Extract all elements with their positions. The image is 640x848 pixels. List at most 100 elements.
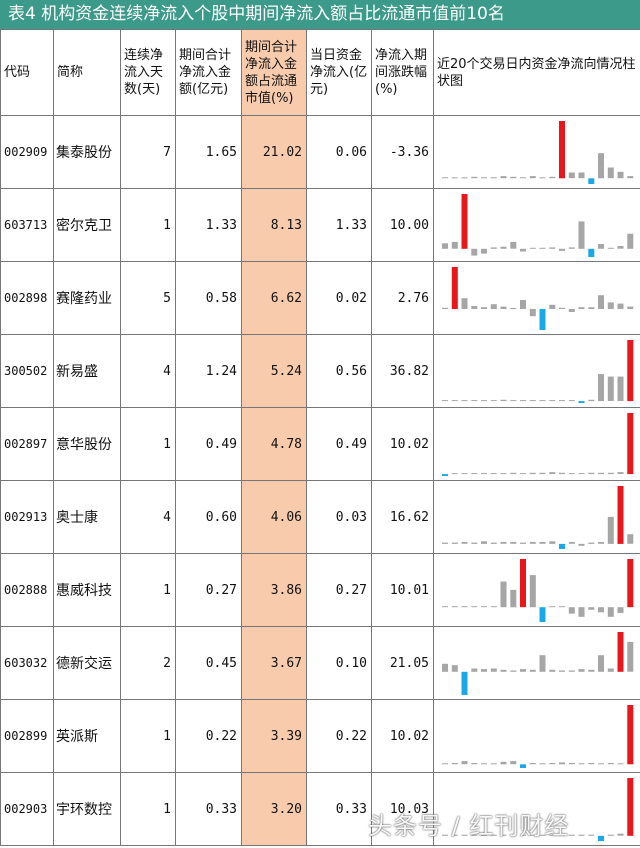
flow-bar [598, 243, 604, 249]
cell-net-inflow: 0.22 [175, 699, 242, 773]
header-change: 净流入期间涨跌幅(%) [371, 29, 434, 116]
flow-bar [442, 399, 448, 401]
cell-days: 7 [120, 115, 176, 189]
flow-bar [510, 834, 517, 836]
flow-bar [442, 242, 448, 249]
flow-bar [529, 541, 536, 544]
flow-bar [481, 176, 487, 178]
flow-bar [568, 308, 575, 312]
flow-bar [500, 761, 507, 764]
flow-bar [529, 669, 536, 672]
flow-bar [588, 472, 595, 474]
flow-bar [451, 664, 458, 672]
flow-bar [451, 472, 458, 474]
flow-bar [490, 176, 497, 178]
flow-bar [490, 303, 497, 309]
flow-bar [578, 306, 585, 309]
flow-bar [500, 175, 507, 178]
flow-bar-chart [442, 412, 634, 476]
flow-bar [442, 762, 448, 764]
table-row: 002903 宇环数控 1 0.33 3.20 0.33 10.03 [0, 772, 640, 846]
flow-bar [568, 472, 575, 474]
cell-today-inflow: 0.33 [306, 772, 372, 846]
flow-bar [520, 834, 526, 836]
flow-bar [568, 172, 575, 178]
watermark: 头条号 / 红刊财经 [368, 812, 570, 840]
flow-bar [442, 176, 448, 178]
flow-bar [520, 399, 526, 401]
flow-bar [539, 654, 546, 672]
flow-bar [588, 834, 595, 836]
flow-bar [510, 760, 517, 764]
flow-bar [529, 834, 536, 836]
flow-bar [627, 777, 634, 836]
flow-bar [588, 248, 595, 257]
flow-bar [471, 399, 478, 401]
flow-bar [529, 399, 536, 401]
cell-ratio: 3.86 [241, 553, 307, 627]
flow-bar [607, 167, 614, 178]
flow-bar [481, 399, 487, 401]
flow-bar [617, 171, 624, 178]
cell-name: 奥士康 [53, 480, 121, 554]
flow-bar-chart [442, 266, 634, 330]
cell-change: 10.01 [371, 553, 434, 627]
flow-bar [539, 399, 546, 401]
flow-bar [549, 605, 556, 607]
flow-bar [627, 641, 634, 672]
cell-days: 4 [120, 334, 176, 408]
flow-bar [490, 834, 497, 836]
flow-bar [568, 399, 575, 401]
flow-bar [471, 472, 478, 474]
flow-bar [461, 297, 468, 309]
cell-name: 赛隆药业 [53, 261, 121, 335]
flow-bar [500, 306, 507, 309]
cell-ratio: 3.39 [241, 699, 307, 773]
flow-bar [510, 472, 517, 474]
flow-bar [500, 472, 507, 474]
flow-bar [490, 472, 497, 474]
cell-change: -3.36 [371, 115, 434, 189]
flow-bar [481, 306, 487, 309]
flow-bar [578, 606, 585, 617]
cell-days: 5 [120, 261, 176, 335]
header-code: 代码 [0, 29, 54, 116]
flow-bar [598, 373, 604, 401]
inflow-table: 代码 简称 连续净流入天数(天) 期间合计净流入金额(亿元) 期间合计净流入金额… [0, 29, 640, 846]
flow-bar [607, 247, 614, 249]
header-name: 简称 [53, 29, 121, 116]
cell-net-inflow: 1.65 [175, 115, 242, 189]
cell-ratio: 3.67 [241, 626, 307, 700]
flow-bar [598, 541, 604, 544]
cell-flow-chart [433, 261, 640, 335]
flow-bar [559, 761, 565, 764]
flow-bar-chart [442, 631, 634, 695]
flow-bar [559, 248, 565, 251]
flow-bar [520, 176, 526, 178]
cell-days: 1 [120, 553, 176, 627]
table-row: 002897 意华股份 1 0.49 4.78 0.49 10.02 [0, 407, 640, 481]
cell-today-inflow: 0.49 [306, 407, 372, 481]
cell-change: 10.02 [371, 407, 434, 481]
flow-bar [588, 542, 595, 544]
cell-today-inflow: 0.22 [306, 699, 372, 773]
cell-ratio: 5.24 [241, 334, 307, 408]
header-today-inflow: 当日资金净流入(亿元) [306, 29, 372, 116]
flow-bar [471, 668, 478, 672]
cell-net-inflow: 1.24 [175, 334, 242, 408]
flow-bar [451, 834, 458, 836]
flow-bar [539, 834, 546, 836]
cell-change: 10.03 [371, 772, 434, 846]
flow-bar [481, 762, 487, 764]
flow-bar [559, 120, 565, 178]
flow-bar [481, 540, 487, 544]
flow-bar [559, 399, 565, 401]
cell-code: 002899 [0, 699, 54, 773]
flow-bar [500, 581, 507, 607]
cell-ratio: 3.20 [241, 772, 307, 846]
flow-bar [529, 175, 536, 178]
flow-bar [481, 472, 487, 474]
table-row: 002899 英派斯 1 0.22 3.39 0.22 10.02 [0, 699, 640, 773]
cell-days: 1 [120, 407, 176, 481]
flow-bar [607, 472, 614, 474]
